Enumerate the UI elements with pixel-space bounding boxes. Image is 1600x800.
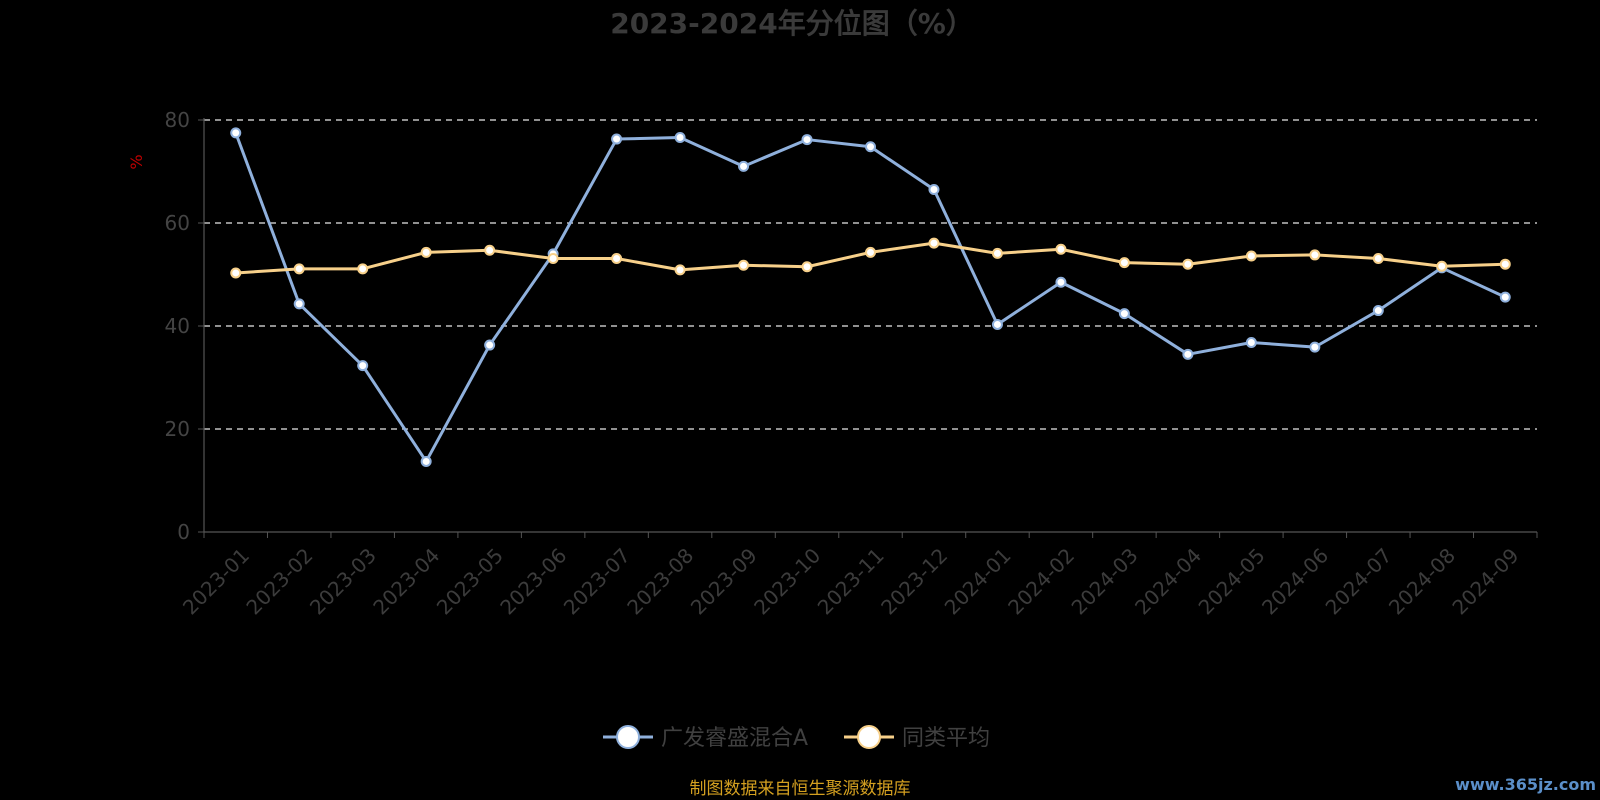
x-tick-label-2023-07: 2023-07: [559, 543, 635, 619]
x-tick-label-2023-04: 2023-04: [368, 543, 444, 619]
x-tick-label-2023-11: 2023-11: [813, 543, 889, 619]
data-source-note: 制图数据来自恒生聚源数据库: [690, 779, 911, 799]
series-lines: [230, 127, 1511, 467]
x-tick-label-2023-08: 2023-08: [622, 543, 698, 619]
chart-title: 2023-2024年分位图（%）: [610, 7, 974, 40]
x-tick-label-2024-06: 2024-06: [1257, 543, 1333, 619]
legend-label: 广发睿盛混合A: [661, 726, 808, 751]
data-point-1-2023-04[interactable]: [420, 455, 432, 467]
legend-marker-icon: [616, 725, 640, 749]
data-point-2-2024-02[interactable]: [1055, 243, 1067, 255]
x-tick-label-2024-02: 2024-02: [1003, 543, 1079, 619]
y-axis-label: %: [127, 154, 146, 169]
axes: 0204060802023-012023-022023-032023-04202…: [165, 108, 1538, 619]
data-point-1-2023-01[interactable]: [230, 127, 242, 139]
data-point-1-2023-09[interactable]: [738, 160, 750, 172]
data-point-1-2024-09[interactable]: [1499, 291, 1511, 303]
data-point-1-2023-07[interactable]: [611, 133, 623, 145]
data-point-2-2024-04[interactable]: [1182, 258, 1194, 270]
y-tick-label-80: 80: [165, 108, 190, 132]
x-tick-label-2024-05: 2024-05: [1194, 543, 1270, 619]
data-point-1-2024-02[interactable]: [1055, 276, 1067, 288]
data-point-1-2023-12[interactable]: [928, 184, 940, 196]
data-point-2-2024-05[interactable]: [1245, 250, 1257, 262]
x-tick-label-2024-09: 2024-09: [1447, 543, 1523, 619]
data-point-2-2023-03[interactable]: [357, 263, 369, 275]
data-point-2-2023-05[interactable]: [484, 244, 496, 256]
data-point-2-2023-04[interactable]: [420, 246, 432, 258]
data-point-2-2024-06[interactable]: [1309, 249, 1321, 261]
data-point-2-2023-07[interactable]: [611, 253, 623, 265]
data-point-1-2024-01[interactable]: [991, 318, 1003, 330]
x-tick-label-2024-04: 2024-04: [1130, 543, 1206, 619]
series-1: [230, 127, 1511, 467]
data-point-2-2024-03[interactable]: [1118, 257, 1130, 269]
data-point-1-2023-11[interactable]: [865, 141, 876, 153]
x-tick-label-2024-08: 2024-08: [1384, 543, 1460, 619]
x-tick-label-2023-01: 2023-01: [178, 543, 254, 619]
y-tick-label-20: 20: [165, 417, 190, 441]
data-point-2-2023-06[interactable]: [547, 253, 559, 265]
data-point-2-2023-02[interactable]: [293, 263, 305, 275]
data-point-1-2024-05[interactable]: [1245, 336, 1257, 348]
data-point-2-2023-10[interactable]: [801, 261, 813, 273]
data-point-1-2023-08[interactable]: [674, 132, 686, 144]
x-tick-label-2023-10: 2023-10: [749, 543, 825, 619]
legend: 广发睿盛混合A 同类平均: [603, 725, 990, 751]
x-tick-label-2023-02: 2023-02: [241, 543, 317, 619]
x-tick-label-2024-07: 2024-07: [1321, 543, 1397, 619]
legend-marker-icon: [857, 725, 881, 749]
data-point-2-2023-11[interactable]: [865, 246, 876, 258]
data-point-2-2023-09[interactable]: [738, 259, 750, 271]
data-point-1-2023-05[interactable]: [484, 339, 496, 351]
series-line-1: [234, 132, 1506, 463]
data-point-1-2023-10[interactable]: [801, 134, 813, 146]
data-point-2-2023-01[interactable]: [230, 267, 242, 279]
watermark: www.365jz.com: [1455, 775, 1596, 794]
data-point-1-2024-07[interactable]: [1372, 305, 1384, 317]
data-point-1-2024-04[interactable]: [1182, 348, 1194, 360]
data-point-1-2024-03[interactable]: [1118, 308, 1130, 320]
data-point-2-2024-08[interactable]: [1436, 260, 1448, 272]
x-tick-label-2023-06: 2023-06: [495, 543, 571, 619]
y-tick-label-60: 60: [165, 211, 190, 235]
data-point-1-2023-02[interactable]: [293, 298, 305, 310]
x-tick-label-2023-09: 2023-09: [686, 543, 762, 619]
y-tick-label-0: 0: [177, 520, 190, 544]
data-point-1-2023-03[interactable]: [357, 360, 369, 372]
x-tick-label-2024-01: 2024-01: [940, 543, 1016, 619]
grid-lines: [204, 119, 1537, 430]
data-point-2-2023-08[interactable]: [674, 264, 686, 276]
data-point-2-2024-09[interactable]: [1499, 258, 1511, 270]
data-point-2-2024-07[interactable]: [1372, 253, 1384, 265]
x-tick-label-2023-05: 2023-05: [432, 543, 508, 619]
x-tick-label-2024-03: 2024-03: [1067, 543, 1143, 619]
data-point-2-2024-01[interactable]: [991, 247, 1003, 259]
y-tick-label-40: 40: [165, 314, 190, 338]
legend-label: 同类平均: [902, 726, 990, 751]
data-point-2-2023-12[interactable]: [928, 237, 940, 249]
x-tick-label-2023-03: 2023-03: [305, 543, 381, 619]
data-point-1-2024-06[interactable]: [1309, 341, 1321, 353]
series-2: [230, 237, 1511, 279]
legend-item-1[interactable]: 广发睿盛混合A: [603, 725, 808, 751]
x-tick-label-2023-12: 2023-12: [876, 543, 952, 619]
legend-item-2[interactable]: 同类平均: [844, 725, 990, 751]
